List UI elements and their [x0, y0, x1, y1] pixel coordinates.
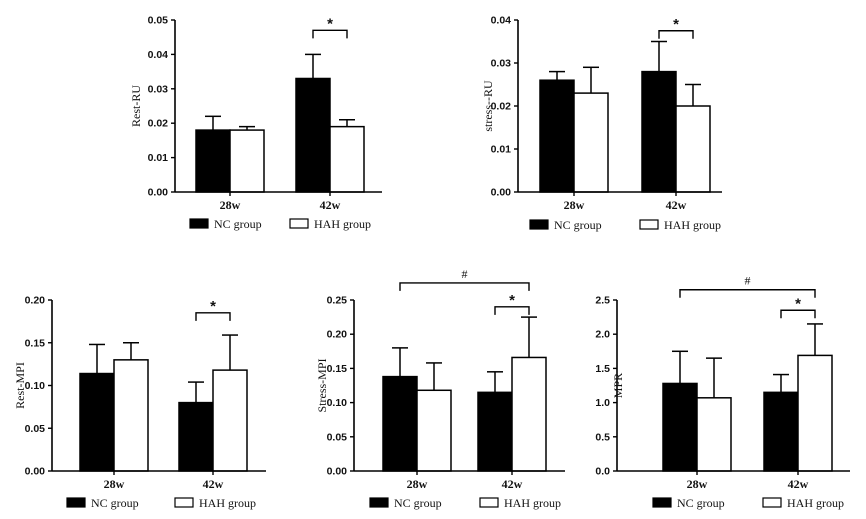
panel4-y-axis-label: Stress-MPI	[315, 358, 329, 412]
panel2-y-tick-label: 0.00	[491, 187, 512, 199]
panel5-legend-label-nc: NC group	[677, 496, 725, 510]
panel3-bar-nc-28w	[79, 372, 115, 472]
panel5-significance-hash: #	[745, 274, 751, 288]
panel4-bar-nc-28w	[382, 375, 418, 472]
panel1-x-tick-label: 28w	[220, 198, 241, 212]
panel4-significance-hash: #	[462, 267, 468, 281]
panel2-bar-hah-28w	[573, 92, 609, 193]
panel4-x-tick-label: 28w	[407, 477, 428, 491]
panel4-bar-hah-28w	[416, 389, 452, 472]
panel4-y-tick-label: 0.00	[327, 466, 348, 478]
panel5-y-tick-label: 1.0	[595, 397, 610, 409]
panel1-bar-hah-28w	[229, 129, 265, 193]
panel3-x-tick-label: 42w	[203, 477, 224, 491]
panel3-bar-nc-42w	[178, 401, 214, 472]
panel5-legend-swatch-nc	[652, 497, 672, 508]
panel2-bar-hah-42w	[675, 105, 711, 193]
panel5-x-tick-label: 28w	[687, 477, 708, 491]
panel4-legend-label-hah: HAH group	[504, 496, 561, 510]
panel1-y-axis-label: Rest-RU	[129, 85, 143, 127]
panel2-bar-nc-42w	[641, 70, 677, 193]
panel1-y-tick-label: 0.00	[148, 187, 169, 199]
panel1-bar-hah-42w	[329, 125, 365, 193]
panel4-hash-bracket	[399, 282, 530, 291]
panel3-significance-star: *	[210, 298, 216, 315]
panel1-bar-nc-28w	[195, 129, 231, 193]
panel1-significance-bracket	[312, 29, 348, 39]
panel1-y-tick-label: 0.03	[148, 83, 169, 95]
panel5-x-tick-label: 42w	[788, 477, 809, 491]
panel5-hash-bracket	[679, 289, 816, 298]
panel2-significance-bracket	[658, 30, 694, 39]
panel1-significance-star: *	[327, 15, 333, 32]
panel3-y-tick-label: 0.15	[25, 337, 46, 349]
panel5-bar-nc-42w	[763, 391, 799, 472]
panel5-bar-hah-28w	[696, 397, 732, 472]
panel5-y-tick-label: 0.5	[595, 431, 610, 443]
panel3-y-tick-label: 0.05	[25, 423, 46, 435]
panel3-legend-label-hah: HAH group	[199, 496, 256, 510]
panel4-legend-swatch-hah	[479, 497, 499, 508]
panel3-legend-swatch-nc	[66, 497, 86, 508]
panel3-y-tick-label: 0.20	[25, 295, 46, 307]
panel3-bar-hah-28w	[113, 359, 149, 472]
panel4-significance-star: *	[509, 292, 515, 309]
panel2-y-tick-label: 0.02	[491, 101, 512, 113]
panel3-legend-swatch-hah	[174, 497, 194, 508]
panel4-legend-swatch-nc	[369, 497, 389, 508]
panel4-y-tick-label: 0.05	[327, 431, 348, 443]
panel5-y-tick-label: 2.0	[595, 329, 610, 341]
panel3-bar-hah-42w	[212, 369, 248, 472]
panel5-y-tick-label: 0.0	[595, 466, 610, 478]
panel4-bar-hah-42w	[511, 356, 547, 472]
panel4-bar-nc-42w	[477, 391, 513, 472]
panel3-significance-bracket	[195, 312, 231, 321]
panel1-y-tick-label: 0.04	[148, 49, 169, 61]
panel2-y-tick-label: 0.03	[491, 58, 512, 70]
panel5-significance-bracket	[780, 309, 816, 319]
panel1-legend-label-nc: NC group	[214, 217, 262, 231]
panel3-y-tick-label: 0.00	[25, 466, 46, 478]
panel5-legend-swatch-hah	[762, 497, 782, 508]
panel1-x-tick-label: 42w	[320, 198, 341, 212]
panel5-y-tick-label: 1.5	[595, 363, 610, 375]
panel3-y-tick-label: 0.10	[25, 380, 46, 392]
panel5-y-axis-label: MPR	[611, 373, 625, 398]
panel2-legend-swatch-nc	[529, 219, 549, 230]
panel5-legend-label-hah: HAH group	[787, 496, 844, 510]
panel2-x-tick-label: 42w	[666, 198, 687, 212]
panel4-y-tick-label: 0.15	[327, 363, 348, 375]
panel1-bar-nc-42w	[295, 77, 331, 193]
panel4-x-tick-label: 42w	[502, 477, 523, 491]
panel2-y-tick-label: 0.01	[491, 144, 512, 156]
panel1-legend-label-hah: HAH group	[314, 217, 371, 231]
panel5-bar-nc-28w	[662, 382, 698, 472]
panel2-x-tick-label: 28w	[564, 198, 585, 212]
panel2-significance-star: *	[673, 16, 679, 33]
panel1-legend-swatch-nc	[189, 218, 209, 229]
panel4-legend-label-nc: NC group	[394, 496, 442, 510]
panel1-y-tick-label: 0.05	[148, 15, 169, 27]
panel1-legend-swatch-hah	[289, 218, 309, 229]
panel1-y-tick-label: 0.01	[148, 152, 169, 164]
panel2-bar-nc-28w	[539, 79, 575, 193]
panel2-legend-label-hah: HAH group	[664, 218, 721, 232]
panel5-bar-hah-42w	[797, 354, 833, 472]
panel2-y-axis-label: stress--RU	[481, 80, 495, 132]
panel4-y-tick-label: 0.10	[327, 397, 348, 409]
panel3-x-tick-label: 28w	[104, 477, 125, 491]
panel2-legend-swatch-hah	[639, 219, 659, 230]
panel4-y-tick-label: 0.25	[327, 295, 348, 307]
panel2-legend-label-nc: NC group	[554, 218, 602, 232]
panel2-y-tick-label: 0.04	[491, 15, 512, 27]
panel1-y-tick-label: 0.02	[148, 118, 169, 130]
panel3-y-axis-label: Rest-MPI	[13, 362, 27, 409]
panel3-legend-label-nc: NC group	[91, 496, 139, 510]
panel5-y-tick-label: 2.5	[595, 295, 610, 307]
panel4-significance-bracket	[494, 306, 530, 315]
panel5-significance-star: *	[795, 295, 801, 312]
panel4-y-tick-label: 0.20	[327, 329, 348, 341]
